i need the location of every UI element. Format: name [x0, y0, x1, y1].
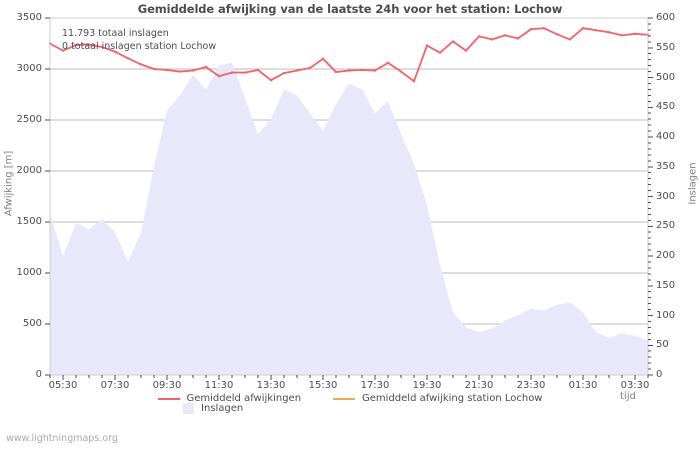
legend-item-gemiddeld-afwijkingen[interactable]: Gemiddeld afwijkingen — [157, 393, 302, 404]
x-axis-tick-label: 07:30 — [100, 380, 130, 391]
y-axis-right-tick-label: 150 — [656, 279, 676, 291]
footer-attribution: www.lightningmaps.org — [6, 433, 118, 444]
data-point — [607, 31, 611, 34]
y-axis-right-tick-label: 550 — [656, 41, 676, 53]
x-axis-tick-label: 09:30 — [152, 380, 182, 391]
y-axis-right-tick-label: 350 — [656, 160, 676, 172]
data-point — [230, 71, 234, 74]
data-point — [386, 61, 390, 65]
y-axis-left-tick-label: 0 — [35, 369, 42, 380]
data-point — [425, 44, 429, 47]
data-point — [477, 35, 481, 38]
y-axis-left-tick-label: 1000 — [16, 267, 42, 278]
data-point — [295, 69, 299, 72]
x-axis-tick-label: 11:30 — [204, 380, 234, 391]
x-axis-tick-label: 03:30 — [620, 380, 650, 391]
data-point — [269, 79, 273, 82]
y-axis-right-title: Inslagen — [687, 162, 699, 205]
legend-area-swatch-strokes — [183, 402, 194, 414]
x-axis-tick-label: 21:30 — [464, 380, 494, 391]
data-point — [594, 29, 598, 32]
area-series-inslagen — [50, 62, 648, 375]
legend-label-station: Gemiddeld afwijking station Lochow — [362, 393, 543, 404]
y-axis-left-title: Afwijking [m] — [3, 150, 15, 217]
data-point — [113, 50, 117, 53]
data-point — [74, 43, 78, 47]
x-axis-tick-label: 01:30 — [568, 380, 598, 391]
data-point — [516, 37, 520, 40]
data-point — [243, 71, 247, 74]
data-point — [308, 66, 312, 70]
data-point — [438, 51, 442, 54]
y-axis-right-tick-label: 0 — [656, 369, 663, 380]
data-point — [87, 43, 91, 46]
data-point — [399, 70, 403, 73]
data-point — [555, 33, 559, 36]
data-point — [373, 69, 377, 72]
y-axis-right-tick-label: 400 — [656, 131, 676, 142]
x-axis-title: tijd — [620, 391, 636, 402]
data-point — [321, 57, 325, 60]
data-point — [334, 70, 338, 74]
legend-label-strokes: Inslagen — [201, 402, 244, 414]
data-point — [61, 49, 65, 52]
data-point — [451, 40, 455, 43]
data-point — [503, 34, 507, 37]
data-point — [412, 80, 416, 83]
annotation-station-strokes: 0 totaal inslagen station Lochow — [62, 41, 217, 52]
data-point — [217, 74, 221, 78]
data-point — [360, 68, 364, 72]
chart-legend: Gemiddeld afwijkingen Gemiddeld afwijkin… — [0, 393, 700, 425]
data-point — [100, 45, 104, 49]
x-axis-tick-label: 19:30 — [412, 380, 442, 391]
data-point — [529, 28, 533, 31]
y-axis-right-tick-label: 250 — [656, 220, 676, 232]
chart-title: Gemiddelde afwijking van de laatste 24h … — [137, 2, 563, 16]
legend-item-inslagen[interactable]: Inslagen — [183, 402, 244, 414]
data-point — [126, 57, 130, 60]
y-axis-left-tick-label: 3000 — [16, 63, 42, 74]
data-point — [178, 70, 182, 73]
x-axis-tick-label: 05:30 — [48, 380, 78, 391]
legend-line-swatch-deviation — [157, 397, 180, 400]
y-axis-right-tick-label: 450 — [656, 101, 676, 113]
x-axis-tick-label: 15:30 — [308, 380, 338, 391]
data-point — [581, 27, 585, 30]
legend-line-swatch-station — [333, 397, 356, 400]
y-axis-left-tick-label: 3500 — [16, 12, 42, 23]
data-point — [282, 71, 286, 75]
y-axis-right-tick-label: 200 — [656, 250, 676, 261]
y-axis-left-tick-label: 1500 — [16, 216, 42, 227]
data-point — [256, 68, 260, 72]
x-axis-tick-label: 23:30 — [516, 380, 546, 391]
legend-row-primary: Gemiddeld afwijkingen Gemiddeld afwijkin… — [0, 393, 700, 404]
data-point — [152, 67, 156, 71]
y-axis-right-tick-label: 100 — [656, 309, 676, 321]
annotation-total-strokes: 11.793 totaal inslagen — [62, 28, 169, 39]
y-axis-left-tick-label: 2500 — [16, 114, 42, 125]
y-axis-right-tick-label: 300 — [656, 190, 676, 202]
data-point — [568, 38, 572, 41]
data-point — [620, 34, 624, 37]
y-axis-right-tick-label: 50 — [656, 339, 669, 351]
y-axis-left-tick-label: 500 — [22, 318, 42, 329]
data-point — [542, 27, 546, 30]
data-point — [464, 49, 468, 52]
data-point — [633, 32, 637, 36]
y-axis-right-tick-label: 500 — [656, 71, 676, 83]
y-axis-right-tick-label: 600 — [656, 12, 676, 23]
x-axis-tick-label: 17:30 — [360, 380, 390, 391]
data-point — [139, 63, 143, 66]
data-point — [191, 69, 195, 72]
x-axis-tick-label: 13:30 — [256, 380, 286, 391]
data-point — [490, 38, 494, 41]
data-point — [204, 65, 208, 69]
legend-item-station-lochow[interactable]: Gemiddeld afwijking station Lochow — [333, 393, 543, 404]
data-point — [347, 69, 351, 72]
y-axis-left-tick-label: 2000 — [16, 165, 42, 176]
data-point — [165, 68, 169, 72]
legend-label-deviation: Gemiddeld afwijkingen — [186, 393, 302, 404]
